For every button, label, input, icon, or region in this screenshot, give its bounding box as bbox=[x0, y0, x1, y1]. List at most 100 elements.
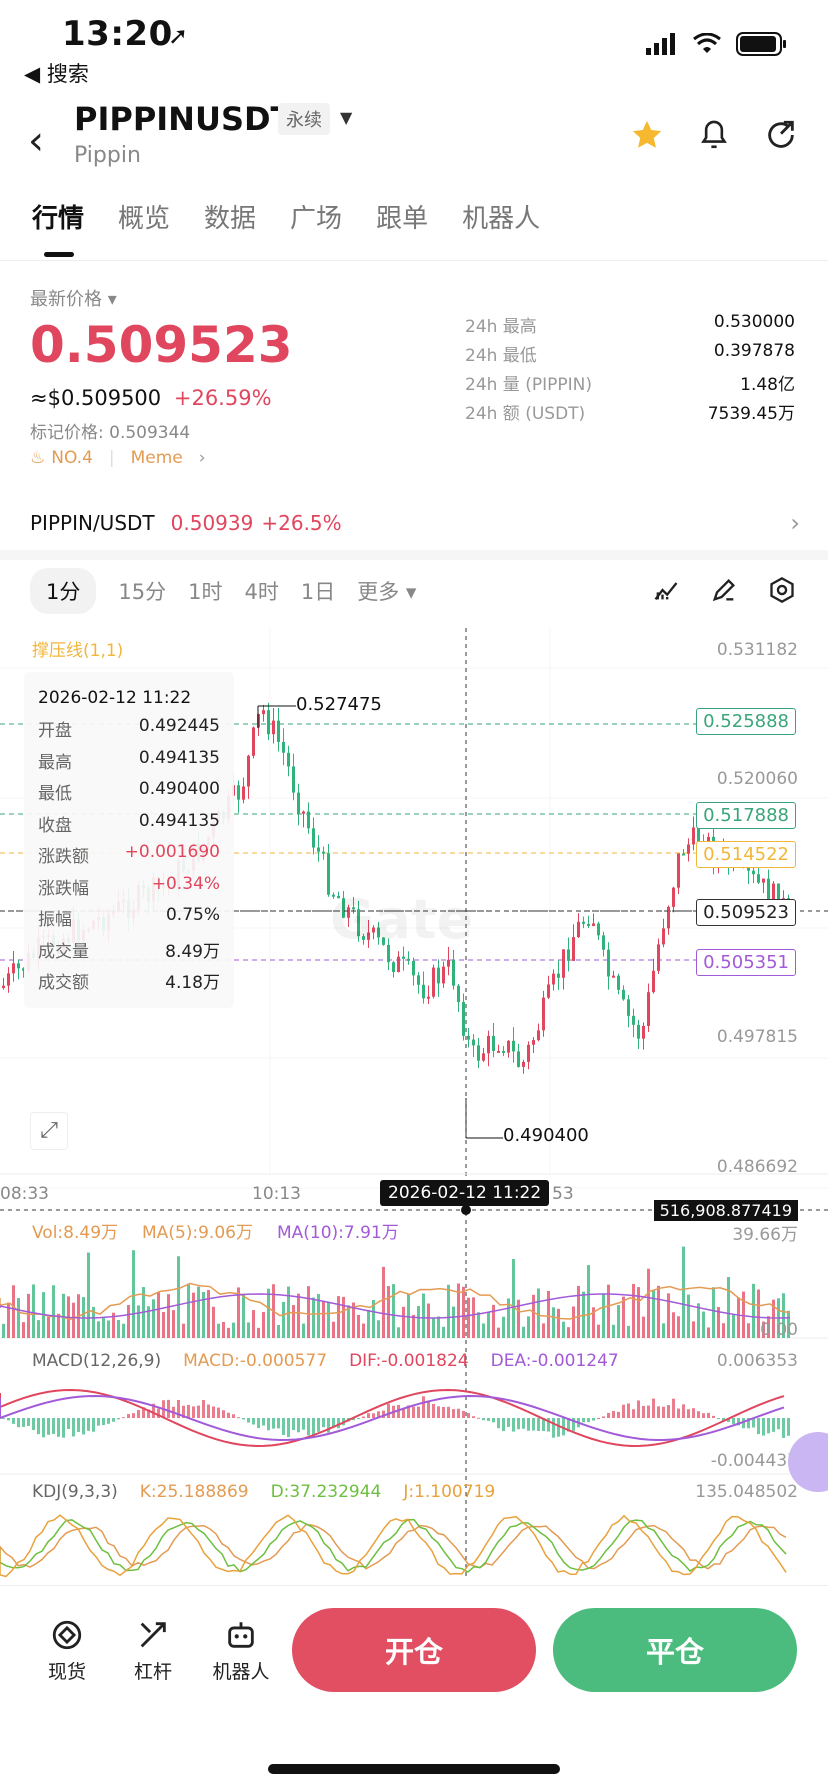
interval-4h[interactable]: 4时 bbox=[244, 580, 279, 604]
volume-bar bbox=[307, 1286, 310, 1338]
back-to-search-link[interactable]: ◀ 搜索 bbox=[24, 62, 89, 86]
macd-bar bbox=[82, 1418, 85, 1435]
macd-bar bbox=[192, 1406, 195, 1418]
24h-stats: 24h 最高 0.530000 24h 最低 0.397878 24h 量 (PIP… bbox=[465, 312, 795, 428]
volume-bar bbox=[87, 1252, 90, 1338]
candle-body bbox=[337, 895, 340, 899]
section-gap bbox=[0, 550, 828, 560]
volume-bar bbox=[57, 1313, 60, 1338]
back-icon[interactable]: ‹ bbox=[28, 118, 44, 164]
volume-bar bbox=[292, 1305, 295, 1338]
volume-bar bbox=[102, 1317, 105, 1338]
macd-bar bbox=[232, 1414, 235, 1418]
open-position-button[interactable]: 开仓 bbox=[292, 1608, 536, 1692]
interval-15m[interactable]: 15分 bbox=[118, 580, 167, 604]
volume-bar bbox=[347, 1305, 350, 1338]
chevron-right-icon[interactable]: › bbox=[198, 448, 206, 468]
candle-body bbox=[462, 1002, 465, 1036]
volume-bar bbox=[552, 1307, 555, 1338]
macd-bar bbox=[282, 1418, 285, 1435]
volume-bar bbox=[702, 1311, 705, 1338]
rank-badge[interactable]: NO.4 bbox=[51, 448, 93, 468]
draw-icon[interactable] bbox=[710, 576, 738, 604]
tooltip-row: 涨跌幅 +0.34% bbox=[38, 874, 220, 906]
star-icon[interactable] bbox=[630, 118, 664, 152]
close-position-button[interactable]: 平仓 bbox=[553, 1608, 797, 1692]
volume-bar bbox=[212, 1306, 215, 1338]
macd-bar bbox=[12, 1418, 15, 1424]
macd-bar bbox=[472, 1416, 475, 1418]
support-line-chip[interactable]: 0.525888 bbox=[696, 708, 796, 735]
volume-bar bbox=[137, 1305, 140, 1338]
leverage-button[interactable]: 杠杆 bbox=[118, 1618, 188, 1684]
volume-bar bbox=[677, 1316, 680, 1338]
macd-bar bbox=[667, 1405, 670, 1418]
pair-dropdown-icon[interactable]: ▼ bbox=[340, 108, 353, 127]
macd-bar bbox=[787, 1418, 790, 1436]
macd-bar bbox=[737, 1418, 740, 1426]
candle-body bbox=[342, 898, 345, 918]
tab-copy-trade[interactable]: 跟单 bbox=[376, 204, 429, 234]
interval-1h[interactable]: 1时 bbox=[188, 580, 223, 604]
macd-bar bbox=[212, 1406, 215, 1418]
spot-button[interactable]: 现货 bbox=[32, 1618, 102, 1684]
candle-body bbox=[362, 936, 365, 940]
volume-bar bbox=[332, 1321, 335, 1338]
macd-bar bbox=[7, 1418, 10, 1421]
tab-overview[interactable]: 概览 bbox=[118, 204, 171, 234]
tab-square[interactable]: 广场 bbox=[290, 204, 343, 234]
volume-bar bbox=[717, 1307, 720, 1338]
indicator-icon[interactable] bbox=[652, 576, 680, 604]
tooltip-value: 0.494135 bbox=[138, 810, 220, 831]
pair-title[interactable]: PIPPINUSDT bbox=[74, 100, 293, 138]
macd-bar bbox=[527, 1418, 530, 1431]
macd-bar bbox=[642, 1405, 645, 1418]
volume-bar bbox=[562, 1321, 565, 1338]
volume-bar bbox=[472, 1297, 475, 1338]
tab-data[interactable]: 数据 bbox=[204, 204, 257, 234]
support-line-chip[interactable]: 0.517888 bbox=[696, 802, 796, 829]
macd-bar bbox=[137, 1409, 140, 1418]
macd-bar bbox=[612, 1410, 615, 1418]
candle-body bbox=[242, 786, 245, 800]
volume-bar bbox=[492, 1304, 495, 1338]
candle-body bbox=[757, 874, 760, 883]
candle-body bbox=[447, 959, 450, 967]
fullscreen-icon[interactable]: ⤢ bbox=[30, 1112, 68, 1150]
share-icon[interactable] bbox=[764, 118, 798, 152]
latest-price-label[interactable]: 最新价格 ▾ bbox=[30, 289, 117, 310]
candle-body bbox=[392, 962, 395, 973]
interval-more[interactable]: 更多 ▾ bbox=[357, 580, 417, 604]
tab-market[interactable]: 行情 bbox=[32, 204, 85, 234]
candle-body bbox=[557, 973, 560, 978]
volume-bar bbox=[247, 1322, 250, 1338]
macd-bar bbox=[567, 1418, 570, 1432]
home-indicator[interactable] bbox=[268, 1764, 560, 1774]
bot-button[interactable]: 机器人 bbox=[206, 1618, 276, 1684]
spot-pair-row[interactable]: PIPPIN/USDT 0.50939 +26.5% › bbox=[30, 509, 800, 537]
resistance-line-chip[interactable]: 0.505351 bbox=[696, 949, 796, 976]
volume-bar bbox=[202, 1292, 205, 1338]
tab-bot[interactable]: 机器人 bbox=[462, 204, 541, 234]
interval-1m[interactable]: 1分 bbox=[30, 568, 97, 614]
candle-body bbox=[287, 752, 290, 767]
interval-1d[interactable]: 1日 bbox=[300, 580, 336, 604]
bell-icon[interactable] bbox=[698, 118, 730, 152]
candle-body bbox=[327, 853, 330, 895]
tooltip-label: 成交量 bbox=[38, 941, 89, 962]
floating-assistant-icon[interactable] bbox=[788, 1432, 828, 1492]
ma-line-chip[interactable]: 0.514522 bbox=[696, 841, 796, 868]
macd-bar bbox=[332, 1418, 335, 1428]
tooltip-value: 0.490400 bbox=[138, 779, 220, 799]
volume-bar bbox=[612, 1324, 615, 1338]
macd-bar bbox=[582, 1418, 585, 1423]
volume-bar bbox=[222, 1321, 225, 1338]
candle-body bbox=[692, 827, 695, 845]
macd-bar bbox=[637, 1400, 640, 1418]
macd-bar bbox=[722, 1418, 725, 1421]
macd-bar bbox=[297, 1418, 300, 1433]
current-price-chip[interactable]: 0.509523 bbox=[696, 899, 796, 926]
volume-bar bbox=[302, 1323, 305, 1338]
meme-tag[interactable]: Meme bbox=[130, 448, 183, 468]
settings-icon[interactable] bbox=[768, 576, 796, 604]
